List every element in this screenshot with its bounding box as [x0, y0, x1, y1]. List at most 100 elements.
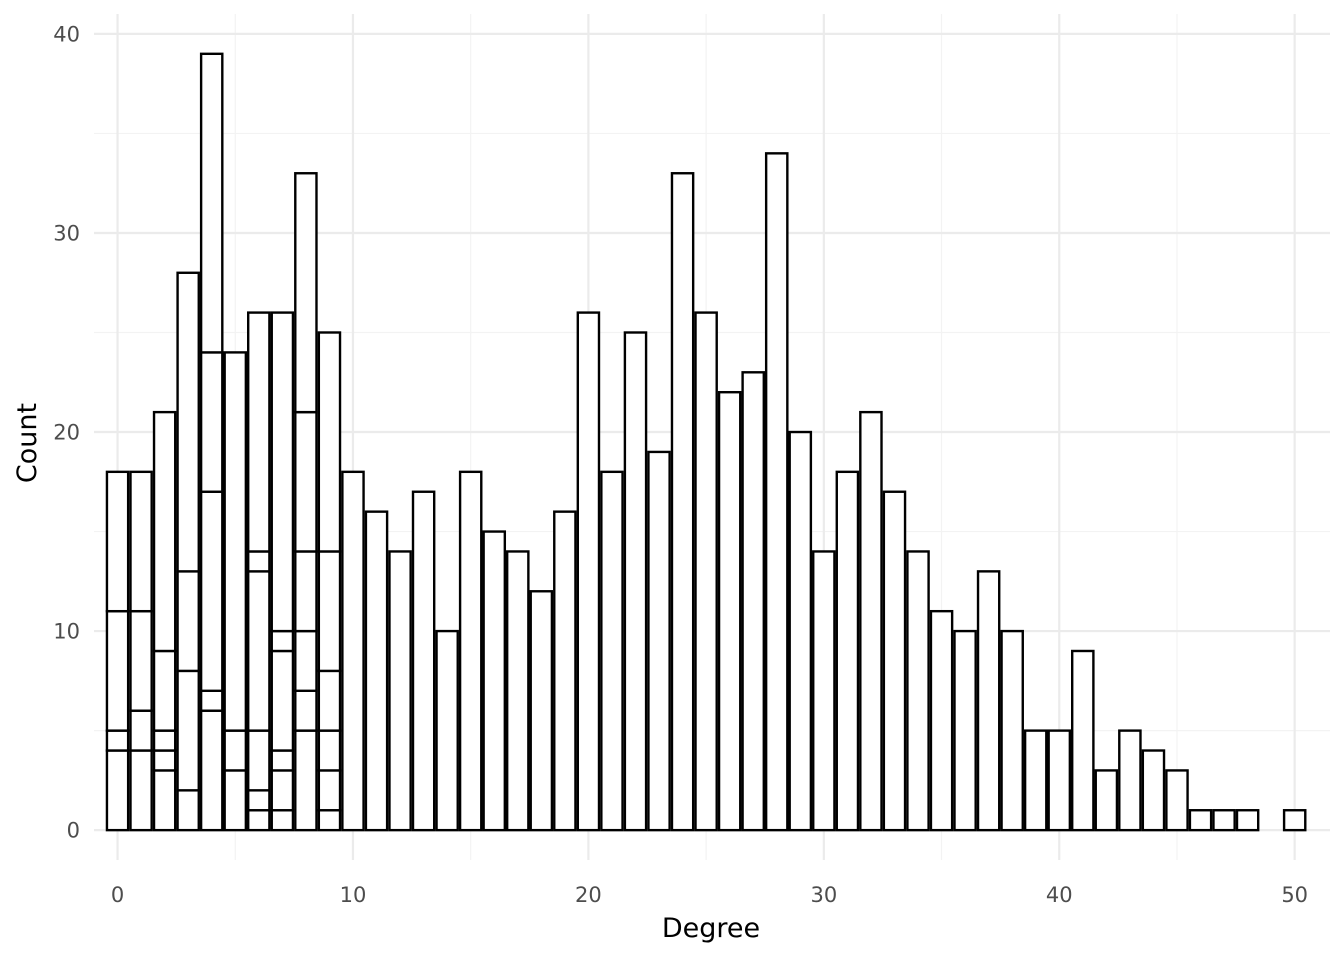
- histogram-bar: [482, 530, 507, 832]
- bar-segment: [199, 351, 224, 493]
- bar-segment: [199, 490, 224, 693]
- histogram-bar: [105, 470, 130, 832]
- bar-segment: [129, 749, 153, 832]
- bar-segment: [317, 669, 342, 732]
- histogram-bar: [741, 371, 765, 832]
- histogram-bar: [976, 570, 1001, 832]
- x-tick-label: 30: [810, 883, 837, 907]
- bar-segment: [270, 311, 295, 633]
- bar-segment: [717, 391, 742, 832]
- bar-segment: [270, 769, 295, 812]
- x-axis-title: Degree: [662, 913, 760, 944]
- bar-segment: [317, 769, 342, 812]
- bar-segment: [600, 470, 624, 832]
- bar-segment: [129, 609, 153, 712]
- bar-segment: [1118, 729, 1142, 832]
- bar-segment: [176, 669, 200, 792]
- bar-segment: [247, 570, 271, 732]
- x-axis-ticks: 0 10 20 30 40 50: [111, 883, 1308, 907]
- x-tick-label: 0: [111, 883, 124, 907]
- bar-segment: [576, 311, 601, 832]
- bar-segment: [223, 729, 248, 772]
- bar-segment: [482, 530, 507, 832]
- bar-segment: [647, 450, 671, 832]
- histogram-bar: [882, 490, 907, 832]
- bar-segment: [152, 749, 177, 772]
- bar-segment: [435, 629, 459, 832]
- histogram-bar: [341, 470, 365, 832]
- histogram-bar: [294, 172, 318, 832]
- histogram-bar: [1188, 809, 1213, 832]
- y-tick-label: 10: [53, 620, 80, 644]
- y-tick-label: 0: [67, 819, 80, 843]
- bar-segment: [152, 649, 177, 732]
- bar-segment: [1047, 729, 1072, 832]
- bar-segment: [294, 629, 318, 692]
- bar-segment: [294, 729, 318, 832]
- bar-segment: [270, 809, 295, 832]
- histogram-bar: [176, 271, 200, 832]
- bar-segment: [105, 749, 130, 832]
- x-tick-label: 50: [1281, 883, 1308, 907]
- bar-segment: [1023, 729, 1048, 832]
- histogram-bar: [600, 470, 624, 832]
- histogram-bar: [199, 52, 224, 832]
- histogram-bar: [1118, 729, 1142, 832]
- histogram-bar: [1094, 769, 1119, 832]
- bar-segment: [1141, 749, 1166, 832]
- histogram-bar: [553, 510, 577, 832]
- histogram-bar: [435, 629, 459, 832]
- histogram-bar: [1141, 749, 1166, 832]
- bar-segment: [670, 172, 695, 832]
- bar-segment: [270, 749, 295, 772]
- bar-segment: [906, 550, 930, 832]
- bar-segment: [976, 570, 1001, 832]
- bar-segment: [294, 689, 318, 732]
- bar-segment: [105, 729, 130, 752]
- bar-segment: [176, 570, 200, 673]
- histogram-bar: [1212, 809, 1236, 832]
- histogram-bar: [317, 331, 342, 832]
- bar-segment: [199, 52, 224, 354]
- bar-segment: [199, 709, 224, 832]
- bar-segment: [247, 729, 271, 792]
- bar-segment: [1188, 809, 1213, 832]
- histogram-bar: [835, 470, 860, 832]
- bar-segment: [341, 470, 365, 832]
- histogram-bar: [670, 172, 695, 832]
- bar-segment: [317, 550, 342, 673]
- bar-segment: [247, 311, 271, 553]
- bar-segment: [529, 590, 554, 832]
- histogram-bar: [717, 391, 742, 832]
- histogram-bar: [505, 550, 530, 832]
- bar-segment: [223, 351, 248, 732]
- bar-segment: [1212, 809, 1236, 832]
- bar-segment: [129, 470, 153, 613]
- y-tick-label: 40: [53, 22, 80, 46]
- bar-segment: [764, 152, 789, 832]
- bar-segment: [1071, 649, 1095, 832]
- bar-segment: [694, 311, 718, 832]
- bar-segment: [553, 510, 577, 832]
- bar-segment: [364, 510, 389, 832]
- bar-segment: [859, 410, 883, 832]
- histogram-bar: [270, 311, 295, 832]
- bar-segment: [176, 271, 200, 573]
- bar-segment: [411, 490, 436, 832]
- y-axis-ticks: 0 10 20 30 40: [53, 22, 80, 842]
- histogram-bar: [576, 311, 601, 832]
- bar-segment: [835, 470, 860, 832]
- bar-segment: [788, 430, 813, 832]
- bar-segment: [247, 789, 271, 812]
- y-tick-label: 30: [53, 221, 80, 245]
- bar-segment: [1235, 809, 1260, 832]
- histogram-bar: [411, 490, 436, 832]
- histogram-bar: [388, 550, 412, 832]
- histogram-bar: [1071, 649, 1095, 832]
- bar-segment: [505, 550, 530, 832]
- x-tick-label: 40: [1046, 883, 1073, 907]
- bar-segment: [176, 789, 200, 832]
- bar-segment: [1000, 629, 1024, 832]
- bar-segment: [294, 410, 318, 553]
